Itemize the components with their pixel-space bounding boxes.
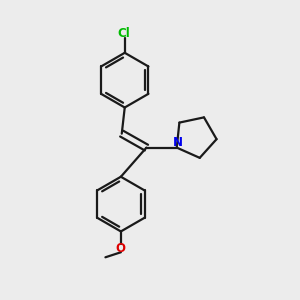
- Text: Cl: Cl: [117, 27, 130, 40]
- Text: O: O: [116, 242, 126, 255]
- Text: N: N: [173, 136, 183, 149]
